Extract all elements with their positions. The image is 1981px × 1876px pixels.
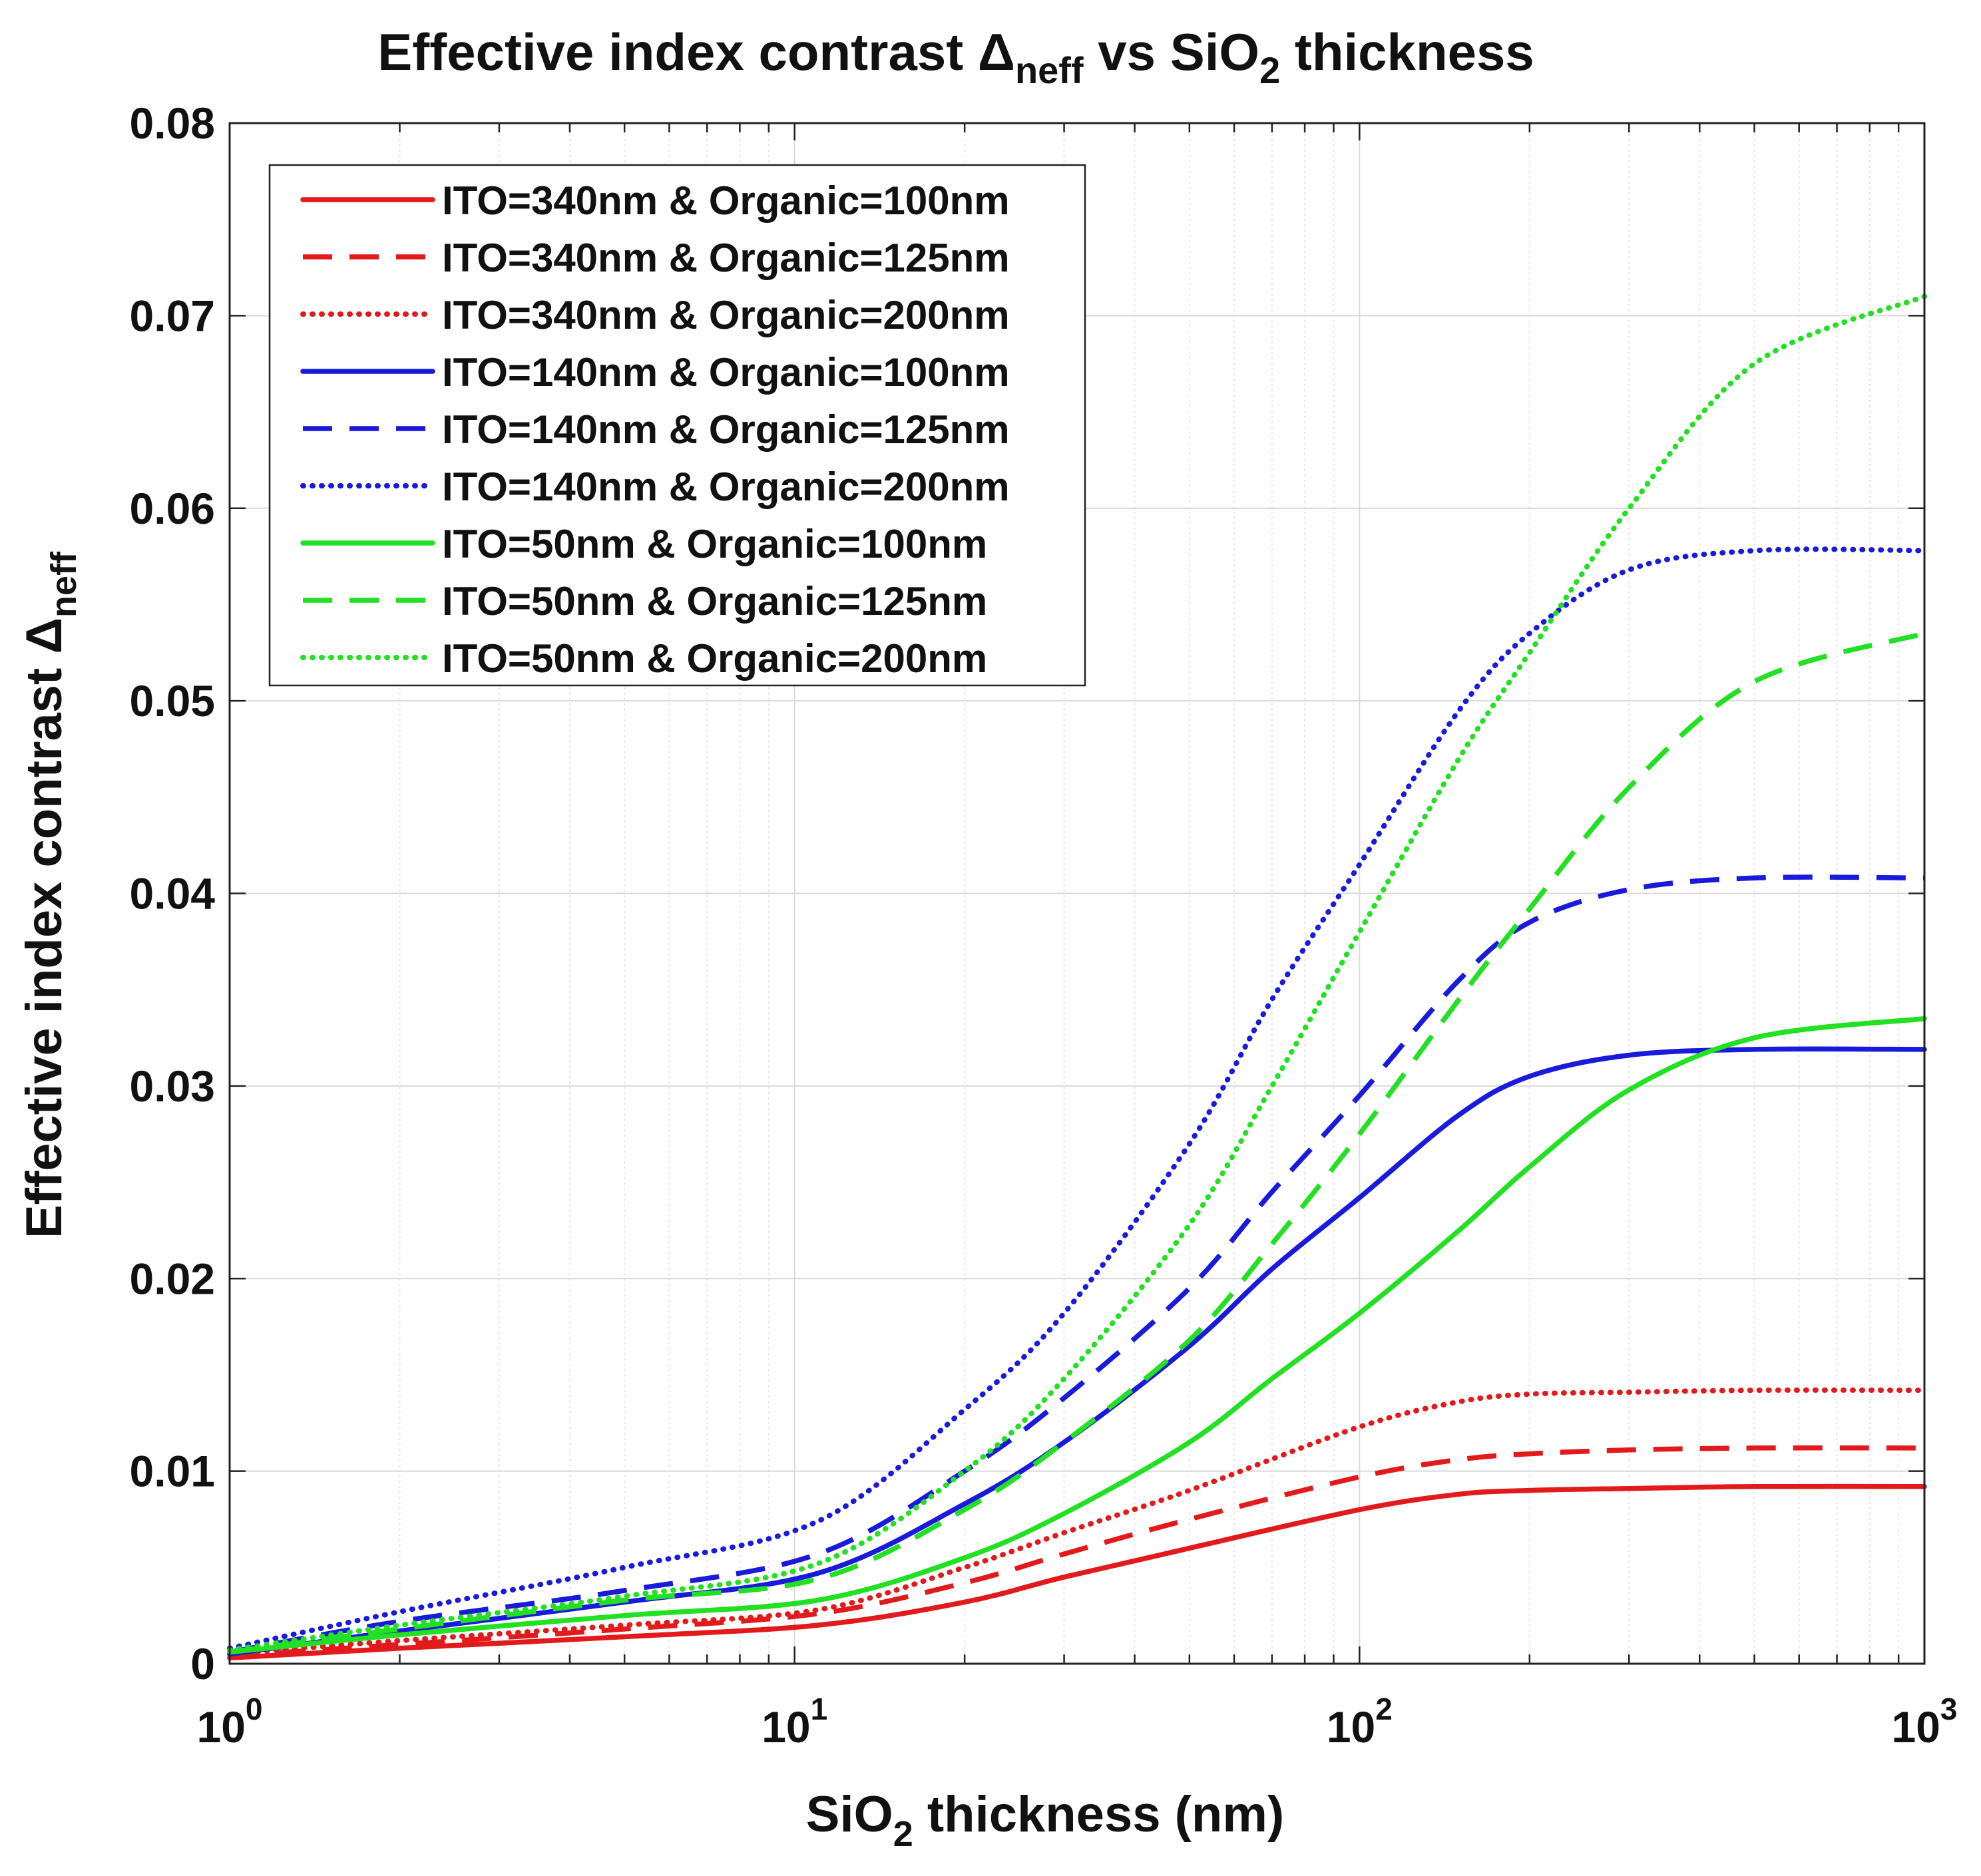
legend-label-ito-140nm-organic-125nm: ITO=140nm & Organic=125nm (442, 407, 1010, 452)
series-line-ito-50nm-organic-125nm (229, 631, 1926, 1655)
legend-label-ito-50nm-organic-200nm: ITO=50nm & Organic=200nm (442, 636, 987, 681)
y-axis-label: Effective index contrast Δneff (16, 551, 84, 1238)
legend-label-ito-340nm-organic-125nm: ITO=340nm & Organic=125nm (442, 236, 1010, 280)
x-tick-label: 100 (196, 1692, 262, 1752)
legend-label-ito-340nm-organic-200nm: ITO=340nm & Organic=200nm (442, 293, 1010, 337)
y-tick-label: 0.07 (130, 291, 215, 340)
legend-label-ito-50nm-organic-125nm: ITO=50nm & Organic=125nm (442, 579, 987, 624)
series-line-ito-340nm-organic-100nm (227, 1483, 1927, 1661)
y-tick-label: 0.04 (130, 869, 216, 918)
series-line-ito-340nm-organic-125nm (229, 1445, 1925, 1659)
y-tick-label: 0.01 (130, 1447, 215, 1496)
series-line-ito-140nm-organic-200nm (227, 546, 1927, 1651)
x-axis-label: SiO2 thickness (nm) (806, 1786, 1284, 1854)
legend-label-ito-340nm-organic-100nm: ITO=340nm & Organic=100nm (442, 178, 1010, 223)
x-tick-label: 103 (1891, 1692, 1957, 1752)
legend-label-ito-50nm-organic-100nm: ITO=50nm & Organic=100nm (442, 522, 987, 566)
y-tick-label: 0.05 (130, 676, 215, 725)
series-line-ito-50nm-organic-200nm (227, 293, 1927, 1653)
x-tick-label: 101 (762, 1692, 827, 1752)
legend: ITO=340nm & Organic=100nm ITO=340nm & Org… (268, 164, 1086, 687)
y-tick-label: 0.06 (130, 484, 215, 533)
legend-label-ito-140nm-organic-200nm: ITO=140nm & Organic=200nm (442, 465, 1010, 509)
y-tick-label: 0 (190, 1639, 215, 1688)
x-tick-label: 102 (1327, 1692, 1393, 1752)
series-line-ito-340nm-organic-200nm (227, 1387, 1927, 1657)
series-line-ito-50nm-organic-100nm (227, 1016, 1927, 1655)
axis-ticks: 0 0.01 0.02 0.03 0.04 0.05 0.06 0.07 0.08 100 101 1… (130, 98, 1958, 1752)
y-tick-label: 0.02 (130, 1254, 215, 1303)
y-tick-label: 0.03 (130, 1061, 215, 1111)
series-lines (227, 293, 1927, 1661)
chart-title: Effective index contrast Δneff vs SiO2 t… (377, 23, 1534, 91)
legend-label-ito-140nm-organic-100nm: ITO=140nm & Organic=100nm (442, 350, 1010, 395)
series-line-ito-140nm-organic-125nm (229, 874, 1925, 1655)
y-tick-label: 0.08 (130, 98, 215, 148)
